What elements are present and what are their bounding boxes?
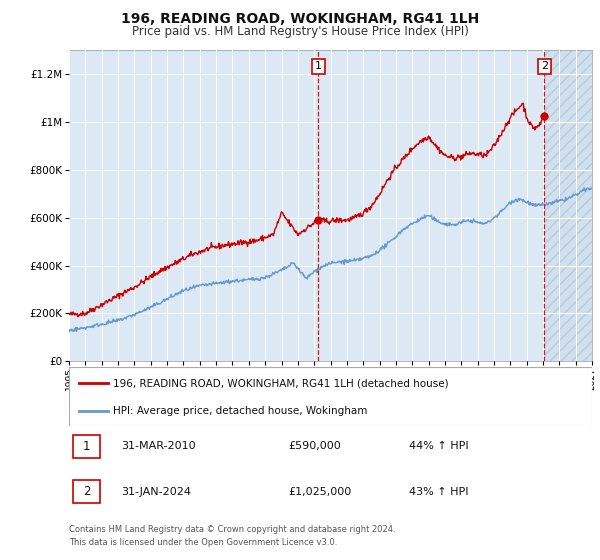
Text: 1: 1 [83, 440, 91, 453]
Text: 2: 2 [83, 485, 91, 498]
Bar [73, 480, 100, 503]
Bar [73, 435, 100, 458]
Text: HPI: Average price, detached house, Wokingham: HPI: Average price, detached house, Woki… [113, 406, 368, 416]
Text: £1,025,000: £1,025,000 [289, 487, 352, 497]
Text: Price paid vs. HM Land Registry's House Price Index (HPI): Price paid vs. HM Land Registry's House … [131, 25, 469, 38]
Text: 196, READING ROAD, WOKINGHAM, RG41 1LH (detached house): 196, READING ROAD, WOKINGHAM, RG41 1LH (… [113, 378, 449, 388]
Text: 1: 1 [315, 61, 322, 71]
Text: 2: 2 [541, 61, 548, 71]
Text: Contains HM Land Registry data © Crown copyright and database right 2024.: Contains HM Land Registry data © Crown c… [69, 525, 395, 534]
Text: 31-JAN-2024: 31-JAN-2024 [121, 487, 191, 497]
Text: 44% ↑ HPI: 44% ↑ HPI [409, 441, 469, 451]
Text: This data is licensed under the Open Government Licence v3.0.: This data is licensed under the Open Gov… [69, 538, 337, 547]
Text: £590,000: £590,000 [289, 441, 341, 451]
Text: 196, READING ROAD, WOKINGHAM, RG41 1LH: 196, READING ROAD, WOKINGHAM, RG41 1LH [121, 12, 479, 26]
Text: 31-MAR-2010: 31-MAR-2010 [121, 441, 196, 451]
Text: 43% ↑ HPI: 43% ↑ HPI [409, 487, 469, 497]
